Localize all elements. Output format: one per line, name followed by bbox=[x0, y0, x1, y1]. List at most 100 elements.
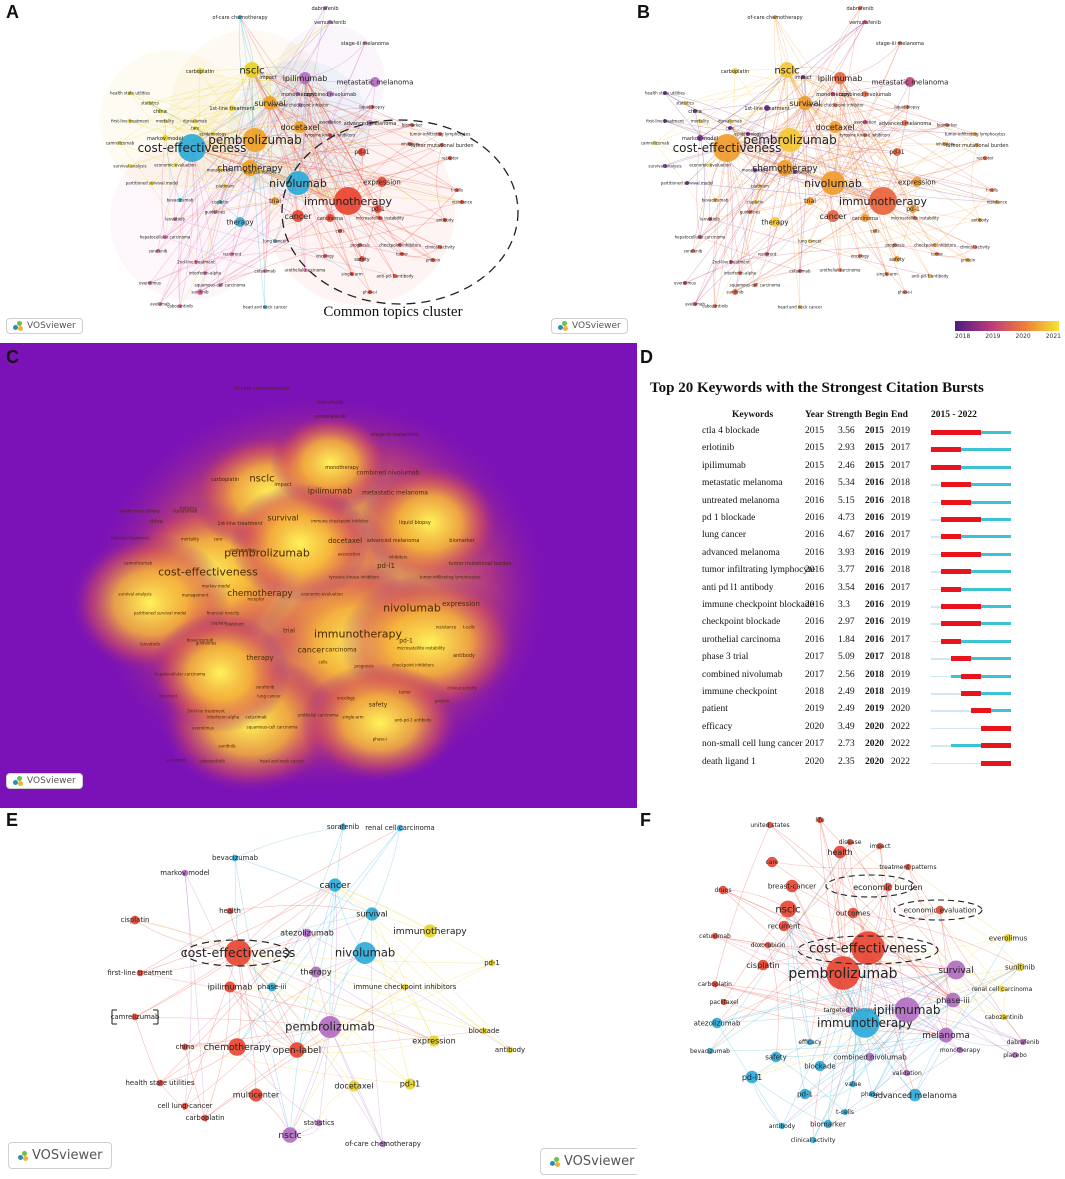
node-doxorubicin[interactable] bbox=[764, 941, 772, 949]
node-platinum[interactable] bbox=[223, 184, 227, 188]
node-microsatellite-instability[interactable] bbox=[378, 216, 382, 220]
node-cost-effectiveness[interactable] bbox=[178, 134, 206, 162]
node-care[interactable] bbox=[728, 126, 732, 130]
node-single-arm[interactable] bbox=[350, 272, 354, 276]
node-anti-pd-1-antibody[interactable] bbox=[393, 274, 397, 278]
node-tyrosine-kinase-inhibitors[interactable] bbox=[328, 133, 332, 137]
node-care[interactable] bbox=[766, 856, 778, 868]
node-antibody[interactable] bbox=[506, 1046, 514, 1054]
node-recurrent[interactable] bbox=[765, 252, 769, 256]
node-clinical-activity[interactable] bbox=[973, 245, 977, 249]
node-docetaxel[interactable] bbox=[294, 121, 306, 133]
node-cell-lung-cancer[interactable] bbox=[181, 1102, 189, 1110]
node-survival[interactable] bbox=[798, 96, 812, 110]
node-care[interactable] bbox=[193, 126, 197, 130]
node-nsclc[interactable] bbox=[282, 1127, 298, 1143]
node-everolimus[interactable] bbox=[1003, 933, 1013, 943]
node-pembrolizumab[interactable] bbox=[778, 128, 802, 152]
node-cisplatin[interactable] bbox=[130, 915, 140, 925]
node-efficacy[interactable] bbox=[806, 1038, 814, 1046]
node-carcinoma[interactable] bbox=[326, 214, 334, 222]
node-survival-analysis[interactable] bbox=[663, 164, 667, 168]
node-prognosis[interactable] bbox=[893, 243, 897, 247]
node-bevacizumab[interactable] bbox=[706, 1047, 714, 1055]
node-pd-l1[interactable] bbox=[404, 1078, 416, 1090]
node-statistics[interactable] bbox=[315, 1119, 323, 1127]
node-cabozantinib[interactable] bbox=[713, 304, 717, 308]
node-t-cells[interactable] bbox=[455, 188, 459, 192]
node-treatment-patterns[interactable] bbox=[904, 863, 912, 871]
node-cost-effectiveness[interactable] bbox=[713, 134, 741, 162]
node-1st-line-treatment[interactable] bbox=[229, 105, 235, 111]
node-health[interactable] bbox=[833, 845, 847, 859]
node-t-cells[interactable] bbox=[990, 188, 994, 192]
node-ipilimumab[interactable] bbox=[224, 981, 236, 993]
node-bevacizumab[interactable] bbox=[713, 198, 717, 202]
node-avelumab[interactable] bbox=[158, 302, 162, 306]
node-docetaxel[interactable] bbox=[348, 1080, 360, 1092]
node-markov-model[interactable] bbox=[181, 869, 189, 877]
node-checkpoint-inhibitors[interactable] bbox=[398, 243, 402, 247]
node-guidelines[interactable] bbox=[213, 210, 217, 214]
node-monotherapy[interactable] bbox=[296, 92, 300, 96]
node-carboplatin[interactable] bbox=[711, 980, 719, 988]
node-financial-toxicity[interactable] bbox=[258, 170, 262, 174]
node-platinum[interactable] bbox=[758, 184, 762, 188]
node-paclitaxel[interactable] bbox=[720, 998, 728, 1006]
node-sorafenib[interactable] bbox=[691, 249, 695, 253]
node-squamous-cell-carcinoma[interactable] bbox=[218, 283, 222, 287]
node-cancer[interactable] bbox=[827, 210, 839, 222]
node-pd-l1[interactable] bbox=[358, 148, 366, 156]
node-tyrosine-kinase-inhibitors[interactable] bbox=[863, 133, 867, 137]
node-combined-nivolumab[interactable] bbox=[865, 1052, 875, 1062]
node-cabozantinib[interactable] bbox=[178, 304, 182, 308]
node-health[interactable] bbox=[226, 907, 234, 915]
node-prognosis[interactable] bbox=[358, 243, 362, 247]
node-immunotherapy[interactable] bbox=[850, 1008, 880, 1038]
node-expression[interactable] bbox=[428, 1035, 440, 1047]
node-receptor[interactable] bbox=[448, 156, 452, 160]
node-cells[interactable] bbox=[873, 229, 877, 233]
node-cetuximab[interactable] bbox=[711, 932, 719, 940]
node-mortality[interactable] bbox=[163, 119, 167, 123]
node-nivolumab[interactable] bbox=[821, 171, 845, 195]
node-tumor-infiltrating-lymphocytes[interactable] bbox=[438, 132, 442, 136]
node-chemotherapy[interactable] bbox=[777, 160, 793, 176]
node-first-line-treatment[interactable] bbox=[136, 969, 144, 977]
node-ipilimumab[interactable] bbox=[894, 997, 920, 1023]
node-combined-nivolumab[interactable] bbox=[327, 91, 333, 97]
node-cisplatin[interactable] bbox=[757, 959, 769, 971]
node-resistance[interactable] bbox=[460, 200, 464, 204]
node-carboplatin[interactable] bbox=[197, 68, 203, 74]
node-disease[interactable] bbox=[846, 838, 854, 846]
node-markov-model[interactable] bbox=[697, 135, 703, 141]
node-immunotherapy[interactable] bbox=[334, 187, 362, 215]
node-lung-cancer[interactable] bbox=[808, 239, 812, 243]
node-head-and-neck-cancer[interactable] bbox=[263, 305, 267, 309]
node-united-states[interactable] bbox=[766, 821, 774, 829]
node-partitioned-survival-model[interactable] bbox=[685, 181, 689, 185]
node-nsclc[interactable] bbox=[244, 62, 260, 78]
node-epidemiology[interactable] bbox=[746, 132, 750, 136]
node-life[interactable] bbox=[816, 816, 824, 824]
node-blockade[interactable] bbox=[480, 1027, 488, 1035]
node-cancer[interactable] bbox=[292, 210, 304, 222]
node-epidemiology[interactable] bbox=[211, 132, 215, 136]
node-phase-i[interactable] bbox=[903, 290, 907, 294]
node-squamous-cell-carcinoma[interactable] bbox=[753, 283, 757, 287]
node-melanoma[interactable] bbox=[938, 1027, 954, 1043]
node-lung-cancer[interactable] bbox=[273, 239, 277, 243]
node-economic-evaluation[interactable] bbox=[935, 905, 945, 915]
node-safety[interactable] bbox=[770, 1051, 782, 1063]
node-docetaxel[interactable] bbox=[829, 121, 841, 133]
node-therapy[interactable] bbox=[770, 217, 780, 227]
node-tumor[interactable] bbox=[400, 252, 404, 256]
node-therapy[interactable] bbox=[235, 217, 245, 227]
node-receptor[interactable] bbox=[983, 156, 987, 160]
node-immune-checkpoint-inhibitor[interactable] bbox=[833, 103, 837, 107]
node-pembrolizumab[interactable] bbox=[243, 128, 267, 152]
node-everolimus[interactable] bbox=[148, 281, 152, 285]
node-everolimus[interactable] bbox=[683, 281, 687, 285]
node-durvalumab[interactable] bbox=[728, 119, 732, 123]
node-recurrent[interactable] bbox=[778, 920, 790, 932]
